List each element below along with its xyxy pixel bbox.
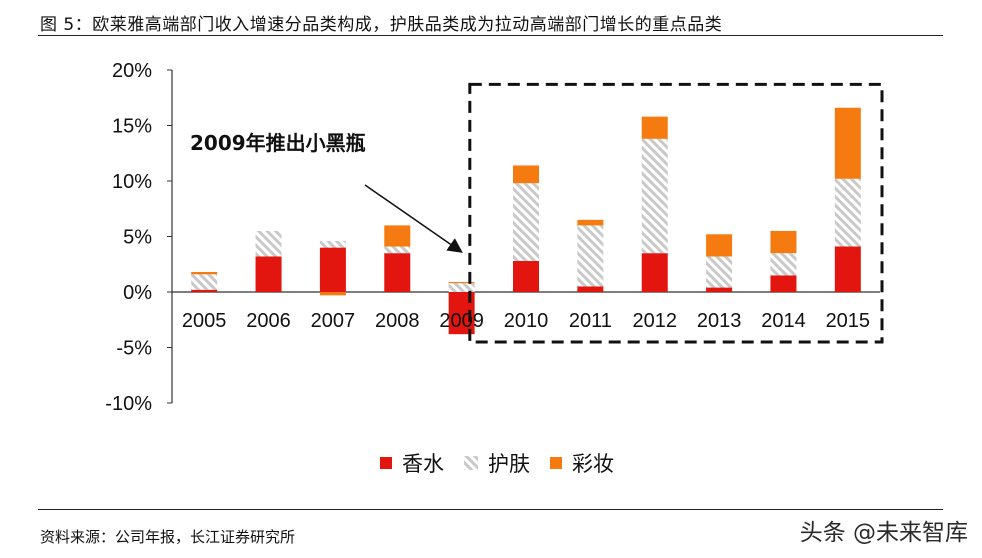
bar-skincare <box>641 138 668 254</box>
x-tick-label: 2015 <box>826 310 871 332</box>
bar-makeup <box>641 116 668 139</box>
y-tick-label: 20% <box>112 60 152 82</box>
figure-title: 图 5：欧莱雅高端部门收入增速分品类构成，护肤品类成为拉动高端部门增长的重点品类 <box>40 15 723 35</box>
x-tick-label: 2009 <box>439 310 484 332</box>
bar-makeup <box>706 234 733 257</box>
x-tick-label: 2005 <box>182 310 227 332</box>
watermark: 头条 @未来智库 <box>799 520 968 546</box>
bar-skincare <box>834 178 861 247</box>
legend-label-perfume: 香水 <box>402 452 444 476</box>
annotation-label: 2009年推出小黑瓶 <box>190 131 366 155</box>
bar-skincare <box>319 240 346 248</box>
bar-makeup <box>577 219 604 226</box>
bar-makeup <box>834 107 861 179</box>
bar-perfume <box>577 286 604 292</box>
bar-skincare <box>770 253 797 276</box>
title-underline <box>38 35 943 36</box>
bar-skincare <box>191 274 218 290</box>
bar-makeup <box>191 272 218 275</box>
y-tick-label: 15% <box>112 116 152 138</box>
bar-perfume <box>513 260 539 292</box>
x-tick-label: 2011 <box>569 310 612 332</box>
legend-item-skincare: 护肤 <box>464 448 530 478</box>
annotation-arrow <box>364 184 463 253</box>
x-tick-label: 2012 <box>632 310 677 332</box>
bar-perfume <box>191 289 218 292</box>
bar-makeup <box>384 225 411 247</box>
legend-label-skincare: 护肤 <box>488 452 530 476</box>
legend-swatch-makeup <box>550 457 562 469</box>
bar-makeup <box>319 292 346 296</box>
bar-perfume <box>255 256 282 292</box>
legend-swatch-skincare <box>464 456 478 470</box>
bar-skincare <box>513 183 539 261</box>
legend-label-makeup: 彩妆 <box>572 452 614 476</box>
x-tick-label: 2010 <box>504 310 549 332</box>
y-tick-label: 0% <box>123 282 152 304</box>
bar-makeup <box>513 165 539 184</box>
bar-perfume <box>319 247 346 292</box>
footer-rule <box>38 509 943 510</box>
x-tick-label: 2007 <box>311 310 356 332</box>
x-tick-label: 2014 <box>761 310 806 332</box>
bar-perfume <box>706 287 733 292</box>
bar-makeup <box>448 282 475 284</box>
x-tick-label: 2013 <box>697 310 742 332</box>
legend-swatch-perfume <box>380 457 392 469</box>
bar-makeup <box>770 230 797 254</box>
bar-perfume <box>641 253 668 292</box>
source-note: 资料来源：公司年报，长江证券研究所 <box>40 528 296 546</box>
y-tick-label: 10% <box>112 171 152 193</box>
x-tick-label: 2008 <box>375 310 420 332</box>
bar-perfume <box>770 275 797 292</box>
bar-skincare <box>448 283 475 292</box>
bar-skincare <box>577 225 604 287</box>
x-tick-label: 2006 <box>246 310 291 332</box>
highlight-box <box>468 82 884 344</box>
bar-skincare <box>706 256 733 288</box>
chart-legend: 香水 护肤 彩妆 <box>380 448 614 478</box>
y-tick-label: -10% <box>105 393 152 415</box>
bar-perfume <box>834 246 861 292</box>
bar-skincare <box>384 246 411 254</box>
bar-perfume <box>384 253 411 292</box>
bar-skincare <box>255 230 282 257</box>
legend-item-perfume: 香水 <box>380 448 444 478</box>
y-tick-label: 5% <box>123 227 152 249</box>
legend-item-makeup: 彩妆 <box>550 448 614 478</box>
y-tick-label: -5% <box>116 338 152 360</box>
